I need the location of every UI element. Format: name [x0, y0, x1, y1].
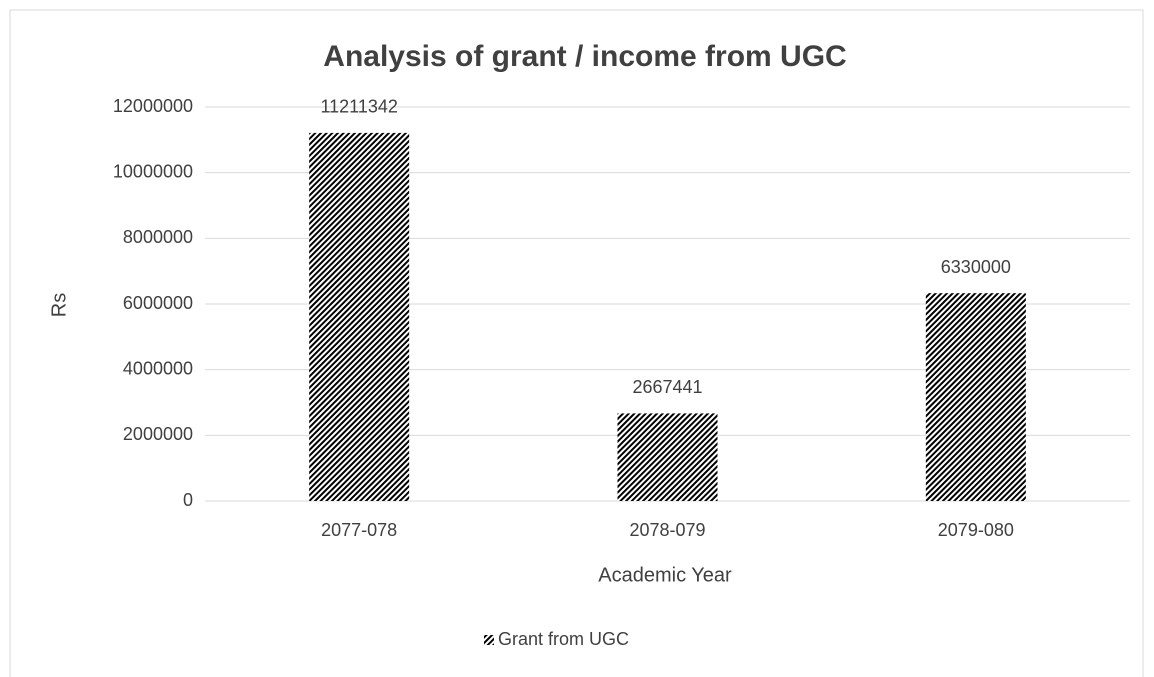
y-tick-label: 2000000 — [123, 424, 193, 444]
data-label: 11211342 — [320, 97, 397, 117]
chart-border — [9, 9, 1144, 677]
y-tick-label: 4000000 — [123, 358, 193, 378]
y-tick-label: 6000000 — [123, 293, 193, 313]
data-label: 2667441 — [632, 377, 702, 397]
y-tick-label: 0 — [183, 490, 193, 510]
x-tick-label: 2079-080 — [938, 520, 1014, 540]
legend-swatch — [484, 635, 494, 645]
bar — [925, 293, 1026, 501]
x-axis-title: Academic Year — [598, 564, 732, 586]
legend-label: Grant from UGC — [498, 629, 629, 649]
bar — [617, 413, 718, 501]
y-tick-label: 12000000 — [113, 96, 193, 116]
x-tick-label: 2078-079 — [629, 520, 705, 540]
y-tick-label: 8000000 — [123, 227, 193, 247]
bar — [309, 132, 410, 501]
y-axis-title: Rs — [48, 293, 70, 317]
data-label: 6330000 — [941, 257, 1011, 277]
chart-title: Analysis of grant / income from UGC — [323, 40, 846, 73]
x-tick-label: 2077-078 — [321, 520, 397, 540]
y-tick-label: 10000000 — [113, 161, 193, 181]
